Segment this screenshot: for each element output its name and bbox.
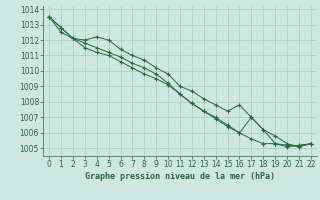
X-axis label: Graphe pression niveau de la mer (hPa): Graphe pression niveau de la mer (hPa) <box>85 172 275 181</box>
